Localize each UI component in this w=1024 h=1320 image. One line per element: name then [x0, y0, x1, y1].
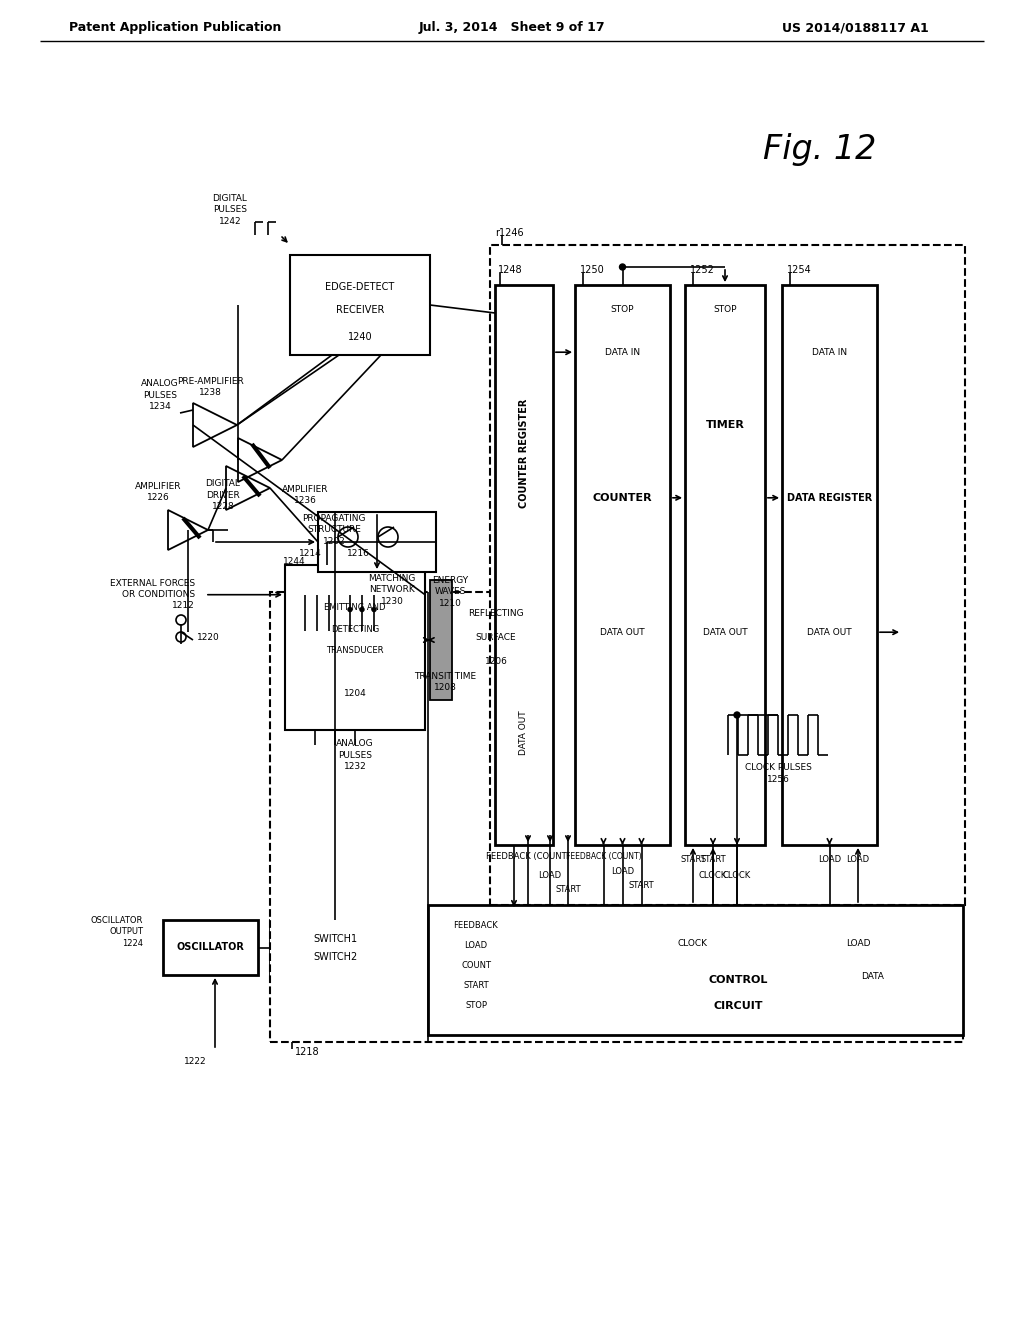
- Text: Fig. 12: Fig. 12: [763, 133, 877, 166]
- Text: CLOCK PULSES: CLOCK PULSES: [744, 763, 811, 771]
- Text: Jul. 3, 2014   Sheet 9 of 17: Jul. 3, 2014 Sheet 9 of 17: [419, 21, 605, 34]
- Text: 1256: 1256: [767, 775, 790, 784]
- Text: START: START: [463, 981, 488, 990]
- Text: STOP: STOP: [465, 1001, 487, 1010]
- Text: START: START: [555, 884, 581, 894]
- Bar: [163, 920, 258, 975]
- Text: EXTERNAL FORCES
OR CONDITIONS
1212: EXTERNAL FORCES OR CONDITIONS 1212: [110, 579, 195, 610]
- Text: MATCHING
NETWORK
1230: MATCHING NETWORK 1230: [369, 574, 416, 606]
- Text: EMITTING AND: EMITTING AND: [325, 603, 386, 612]
- Text: Patent Application Publication: Patent Application Publication: [69, 21, 282, 34]
- Text: DIGITAL
PULSES
1242: DIGITAL PULSES 1242: [213, 194, 248, 226]
- Text: FEEDBACK: FEEDBACK: [454, 920, 499, 929]
- Text: TRANSIT TIME
1208: TRANSIT TIME 1208: [414, 672, 476, 692]
- Text: CLOCK: CLOCK: [698, 870, 727, 879]
- Text: 1206: 1206: [484, 657, 508, 667]
- Bar: [270, 920, 400, 975]
- Circle shape: [360, 607, 364, 611]
- Text: TIMER: TIMER: [706, 420, 744, 430]
- Text: RECEIVER: RECEIVER: [336, 305, 384, 315]
- Bar: [495, 285, 553, 845]
- Text: LOAD: LOAD: [818, 855, 841, 865]
- Circle shape: [734, 711, 740, 718]
- Text: ANALOG
PULSES
1234: ANALOG PULSES 1234: [141, 379, 179, 411]
- Text: PROPAGATING
STRUCTURE
1202: PROPAGATING STRUCTURE 1202: [302, 515, 366, 545]
- Text: START: START: [629, 880, 654, 890]
- Text: COUNT: COUNT: [461, 961, 490, 969]
- Bar: [685, 285, 765, 845]
- Text: COUNTER: COUNTER: [593, 492, 652, 503]
- Bar: [575, 285, 670, 845]
- Text: US 2014/0188117 A1: US 2014/0188117 A1: [781, 21, 929, 34]
- Text: 1220: 1220: [197, 632, 219, 642]
- Text: r1246: r1246: [495, 228, 523, 238]
- Text: REFLECTING: REFLECTING: [468, 609, 524, 618]
- Text: 1248: 1248: [498, 265, 522, 275]
- Text: 1204: 1204: [344, 689, 367, 698]
- Bar: [490, 246, 965, 906]
- Text: DATA OUT: DATA OUT: [519, 710, 528, 755]
- Bar: [318, 512, 436, 572]
- Text: TRANSDUCER: TRANSDUCER: [327, 647, 384, 655]
- Text: SWITCH1: SWITCH1: [313, 935, 357, 944]
- Text: 1214: 1214: [299, 549, 322, 557]
- Text: SURFACE: SURFACE: [476, 634, 516, 642]
- Text: STOP: STOP: [714, 305, 736, 314]
- Circle shape: [620, 264, 626, 271]
- Text: 1218: 1218: [295, 1047, 319, 1057]
- Text: START: START: [700, 855, 726, 865]
- Text: FEEDBACK (COUNT): FEEDBACK (COUNT): [565, 853, 641, 862]
- Text: STOP: STOP: [610, 305, 634, 314]
- Text: 1252: 1252: [690, 265, 715, 275]
- Bar: [428, 906, 963, 1035]
- Text: LOAD: LOAD: [846, 940, 870, 949]
- Text: 1254: 1254: [787, 265, 812, 275]
- Text: COUNTER REGISTER: COUNTER REGISTER: [519, 399, 529, 508]
- Bar: [285, 565, 425, 730]
- Text: OSCILLATOR: OSCILLATOR: [176, 942, 245, 953]
- Circle shape: [372, 607, 376, 611]
- Bar: [782, 285, 877, 845]
- Text: ENERGY
WAVES
1210: ENERGY WAVES 1210: [432, 577, 468, 607]
- Text: DETECTING: DETECTING: [331, 624, 379, 634]
- Text: CLOCK: CLOCK: [723, 870, 752, 879]
- Bar: [430, 579, 452, 700]
- Text: 1240: 1240: [348, 333, 373, 342]
- Circle shape: [348, 607, 352, 611]
- Text: 1250: 1250: [580, 265, 605, 275]
- Bar: [270, 591, 963, 1041]
- Text: DATA IN: DATA IN: [812, 347, 847, 356]
- Text: 1222: 1222: [184, 1057, 207, 1067]
- Text: DATA OUT: DATA OUT: [702, 628, 748, 636]
- Text: CLOCK: CLOCK: [678, 940, 708, 949]
- Text: CONTROL: CONTROL: [709, 975, 768, 986]
- Text: AMPLIFIER
1236: AMPLIFIER 1236: [282, 484, 329, 506]
- Text: EDGE-DETECT: EDGE-DETECT: [326, 282, 394, 292]
- Text: DATA OUT: DATA OUT: [807, 628, 852, 636]
- Text: LOAD: LOAD: [847, 855, 869, 865]
- Text: DIGITAL
DRIVER
1228: DIGITAL DRIVER 1228: [206, 479, 241, 511]
- Text: DATA OUT: DATA OUT: [600, 628, 645, 636]
- Text: LOAD: LOAD: [539, 870, 561, 879]
- Text: 1244: 1244: [284, 557, 306, 566]
- Text: DATA REGISTER: DATA REGISTER: [786, 492, 872, 503]
- Text: 1216: 1216: [346, 549, 370, 557]
- Text: OSCILLATOR
OUTPUT
1224: OSCILLATOR OUTPUT 1224: [91, 916, 143, 948]
- Text: LOAD: LOAD: [465, 940, 487, 949]
- Text: PRE-AMPLIFIER
1238: PRE-AMPLIFIER 1238: [176, 378, 244, 397]
- Text: START: START: [680, 855, 706, 865]
- Text: DATA IN: DATA IN: [605, 347, 640, 356]
- Text: FEEDBACK (COUNT): FEEDBACK (COUNT): [486, 853, 570, 862]
- Text: DATA: DATA: [861, 972, 885, 981]
- Text: ANALOG
PULSES
1232: ANALOG PULSES 1232: [336, 739, 374, 771]
- Bar: [290, 255, 430, 355]
- Text: CIRCUIT: CIRCUIT: [714, 1002, 763, 1011]
- Text: SWITCH2: SWITCH2: [313, 953, 357, 962]
- Text: AMPLIFIER
1226: AMPLIFIER 1226: [135, 482, 181, 502]
- Text: LOAD: LOAD: [611, 866, 634, 875]
